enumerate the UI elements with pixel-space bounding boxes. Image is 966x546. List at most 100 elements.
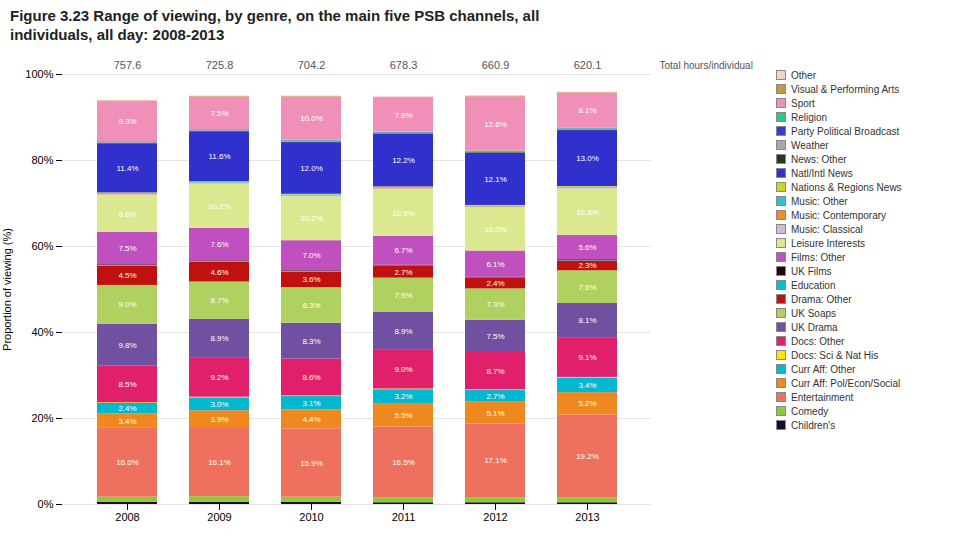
svg-text:80%: 80% bbox=[31, 154, 53, 166]
svg-text:Total hours/individual: Total hours/individual bbox=[660, 60, 753, 71]
svg-text:12.6%: 12.6% bbox=[484, 120, 507, 129]
svg-text:2009: 2009 bbox=[207, 511, 231, 523]
html-text:Visual & Performing Arts: Visual & Performing Arts bbox=[791, 83, 900, 95]
svg-text:3.0%: 3.0% bbox=[210, 400, 228, 409]
svg-text:60%: 60% bbox=[31, 240, 53, 252]
svg-text:4.4%: 4.4% bbox=[302, 415, 320, 424]
svg-text:10.9%: 10.9% bbox=[392, 209, 415, 218]
svg-text:7.5%: 7.5% bbox=[486, 332, 504, 341]
svg-text:620.1: 620.1 bbox=[574, 59, 602, 71]
svg-text:8.6%: 8.6% bbox=[302, 373, 320, 382]
svg-text:704.2: 704.2 bbox=[298, 59, 326, 71]
svg-text:2.4%: 2.4% bbox=[118, 404, 136, 413]
html-text:Sport: Sport bbox=[791, 97, 815, 109]
svg-text:7.9%: 7.9% bbox=[394, 291, 412, 300]
html-text:Weather: Weather bbox=[791, 139, 829, 151]
svg-text:13.0%: 13.0% bbox=[576, 154, 599, 163]
svg-text:5.5%: 5.5% bbox=[394, 411, 412, 420]
html-text:Religion: Religion bbox=[791, 111, 828, 123]
svg-text:10.0%: 10.0% bbox=[300, 114, 323, 123]
svg-text:40%: 40% bbox=[31, 326, 53, 338]
html-text:Other: Other bbox=[791, 69, 816, 81]
svg-text:3.2%: 3.2% bbox=[394, 392, 412, 401]
svg-text:8.9%: 8.9% bbox=[210, 334, 228, 343]
svg-text:757.6: 757.6 bbox=[114, 59, 142, 71]
svg-text:9.2%: 9.2% bbox=[210, 373, 228, 382]
html-text:Music: Other: Music: Other bbox=[791, 195, 848, 207]
svg-text:16.1%: 16.1% bbox=[208, 458, 231, 467]
svg-text:20%: 20% bbox=[31, 412, 53, 424]
svg-text:3.4%: 3.4% bbox=[118, 417, 136, 426]
svg-text:8.3%: 8.3% bbox=[302, 301, 320, 310]
svg-text:11.4%: 11.4% bbox=[116, 164, 138, 173]
svg-text:7.6%: 7.6% bbox=[578, 283, 596, 292]
svg-text:8.5%: 8.5% bbox=[118, 380, 136, 389]
svg-text:2010: 2010 bbox=[299, 511, 323, 523]
svg-text:8.7%: 8.7% bbox=[486, 367, 504, 376]
svg-text:8.7%: 8.7% bbox=[210, 296, 228, 305]
svg-text:9.0%: 9.0% bbox=[394, 365, 412, 374]
svg-text:12.2%: 12.2% bbox=[392, 156, 415, 165]
svg-text:3.9%: 3.9% bbox=[210, 415, 228, 424]
svg-text:2.7%: 2.7% bbox=[394, 268, 412, 277]
html-text:Party Political Broadcast: Party Political Broadcast bbox=[791, 125, 900, 137]
html-text:Nations & Regions News: Nations & Regions News bbox=[791, 181, 902, 193]
svg-text:10.8%: 10.8% bbox=[576, 208, 599, 217]
svg-text:19.2%: 19.2% bbox=[576, 452, 599, 461]
svg-text:0%: 0% bbox=[38, 498, 54, 510]
svg-text:678.3: 678.3 bbox=[390, 59, 418, 71]
html-text:Music: Classical: Music: Classical bbox=[791, 223, 863, 235]
svg-text:725.8: 725.8 bbox=[206, 59, 234, 71]
svg-text:6.1%: 6.1% bbox=[486, 260, 504, 269]
svg-text:7.5%: 7.5% bbox=[210, 109, 228, 118]
svg-text:660.9: 660.9 bbox=[482, 59, 510, 71]
svg-text:9.3%: 9.3% bbox=[118, 117, 136, 126]
svg-text:2.7%: 2.7% bbox=[486, 392, 504, 401]
svg-text:8.1%: 8.1% bbox=[578, 316, 596, 325]
svg-text:16.0%: 16.0% bbox=[116, 458, 139, 467]
html-text:individuals, all day: 2008-201: individuals, all day: 2008-2013 bbox=[10, 26, 225, 43]
html-text:News: Other: News: Other bbox=[791, 153, 847, 165]
svg-text:10.2%: 10.2% bbox=[208, 202, 231, 211]
svg-text:11.6%: 11.6% bbox=[208, 152, 230, 161]
svg-text:12.1%: 12.1% bbox=[484, 175, 507, 184]
svg-text:8.3%: 8.3% bbox=[302, 337, 320, 346]
svg-text:7.9%: 7.9% bbox=[394, 111, 412, 120]
svg-text:9.8%: 9.8% bbox=[118, 341, 136, 350]
svg-text:2012: 2012 bbox=[483, 511, 507, 523]
svg-text:4.6%: 4.6% bbox=[210, 268, 228, 277]
svg-text:2013: 2013 bbox=[575, 511, 599, 523]
svg-text:3.1%: 3.1% bbox=[302, 399, 320, 408]
svg-text:7.3%: 7.3% bbox=[486, 300, 504, 309]
svg-text:16.5%: 16.5% bbox=[392, 458, 415, 467]
svg-text:4.5%: 4.5% bbox=[118, 271, 136, 280]
svg-text:5.2%: 5.2% bbox=[578, 399, 596, 408]
svg-text:7.0%: 7.0% bbox=[302, 251, 320, 260]
svg-text:8.1%: 8.1% bbox=[578, 106, 596, 115]
svg-text:3.6%: 3.6% bbox=[302, 275, 320, 284]
html-text:Natl/Intl News: Natl/Intl News bbox=[791, 167, 853, 179]
svg-text:2.3%: 2.3% bbox=[578, 261, 596, 270]
svg-text:2008: 2008 bbox=[115, 511, 139, 523]
svg-text:Proportion of viewing (%): Proportion of viewing (%) bbox=[1, 228, 13, 351]
html-text:Figure 3.23 Range of viewing,: Figure 3.23 Range of viewing, by genre, … bbox=[10, 7, 540, 24]
svg-text:10.0%: 10.0% bbox=[484, 225, 507, 234]
html-text:Music: Contemporary: Music: Contemporary bbox=[791, 209, 886, 221]
svg-text:8.6%: 8.6% bbox=[118, 210, 136, 219]
svg-text:100%: 100% bbox=[25, 68, 53, 80]
svg-text:10.2%: 10.2% bbox=[300, 214, 323, 223]
svg-text:3.4%: 3.4% bbox=[578, 381, 596, 390]
svg-text:2.4%: 2.4% bbox=[486, 279, 504, 288]
svg-text:7.6%: 7.6% bbox=[210, 240, 228, 249]
svg-text:6.7%: 6.7% bbox=[394, 246, 412, 255]
svg-text:9.0%: 9.0% bbox=[118, 300, 136, 309]
svg-text:8.9%: 8.9% bbox=[394, 327, 412, 336]
svg-text:15.9%: 15.9% bbox=[300, 459, 323, 468]
svg-text:12.0%: 12.0% bbox=[300, 164, 323, 173]
svg-text:9.1%: 9.1% bbox=[578, 353, 596, 362]
svg-text:2011: 2011 bbox=[392, 511, 416, 523]
svg-text:5.6%: 5.6% bbox=[578, 243, 596, 252]
svg-text:7.5%: 7.5% bbox=[118, 244, 136, 253]
svg-text:17.1%: 17.1% bbox=[484, 456, 507, 465]
svg-text:5.1%: 5.1% bbox=[486, 409, 504, 418]
